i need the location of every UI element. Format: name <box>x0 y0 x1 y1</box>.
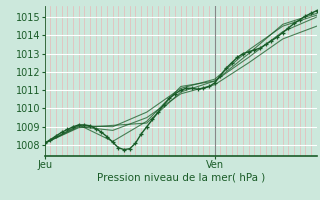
X-axis label: Pression niveau de la mer( hPa ): Pression niveau de la mer( hPa ) <box>97 173 265 183</box>
